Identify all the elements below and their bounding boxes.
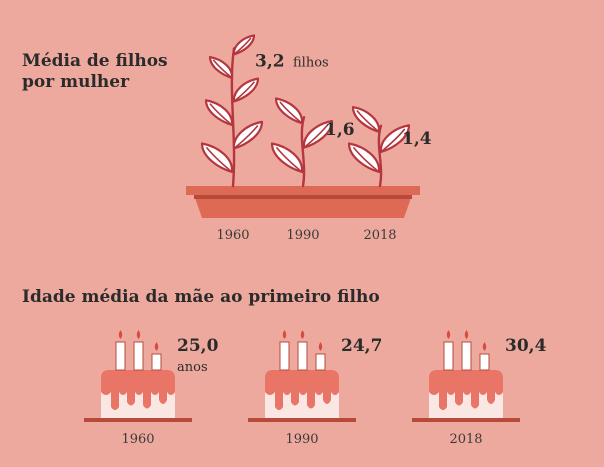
candle-flame (318, 342, 323, 351)
cake-2018 (412, 330, 520, 422)
cake-year-label-2018: 2018 (449, 432, 482, 447)
year-label-1960: 1960 (216, 228, 249, 243)
cake-plate (248, 418, 356, 422)
leaf-vein (209, 103, 233, 126)
cake-plate (412, 418, 520, 422)
leaf-vein (233, 37, 252, 56)
candle-flame (300, 330, 305, 339)
cake-year-label-1960: 1960 (121, 432, 154, 447)
plant-stem (300, 116, 306, 188)
year-label-2018: 2018 (363, 228, 396, 243)
candle-flame (154, 342, 159, 351)
leaf-vein (205, 146, 233, 173)
leaf-vein (356, 109, 380, 133)
pot-body (194, 195, 412, 218)
leaf-vein (380, 128, 406, 153)
chart1-title: Média de filhos por mulher (22, 51, 168, 92)
cake-year-label-1990: 1990 (285, 432, 318, 447)
candle (151, 353, 162, 371)
cake-plate (84, 418, 192, 422)
plant-1990 (270, 97, 334, 188)
cake-1960 (84, 330, 192, 422)
cake-frosting (101, 370, 175, 410)
year-label-1990: 1990 (286, 228, 319, 243)
value-label-2018: 1,4 (402, 129, 432, 149)
candle-flame (136, 330, 141, 339)
candle-flame (482, 342, 487, 351)
plant-1960 (200, 34, 264, 188)
value-label-1990: 1,6 (325, 120, 355, 140)
candle (461, 341, 472, 371)
leaf-vein (303, 124, 329, 149)
cake-1990 (248, 330, 356, 422)
pot-shadow (194, 195, 412, 199)
cake-value-label-1960: 25,0 (177, 336, 219, 356)
cake-unit-label: anos (177, 360, 208, 375)
candle (133, 341, 144, 371)
candle-flame (464, 330, 469, 339)
leaf-vein (233, 81, 256, 103)
unit-label: filhos (293, 55, 329, 70)
candle-flame (282, 330, 287, 339)
candle (479, 353, 490, 371)
leaf-vein (233, 125, 259, 150)
plant-stem (230, 47, 236, 188)
candle (443, 341, 454, 371)
leaf-vein (275, 146, 303, 173)
cake-frosting (265, 370, 339, 410)
cake-frosting (429, 370, 503, 410)
plant-2018 (347, 106, 411, 188)
chart2-title: Idade média da mãe ao primeiro filho (22, 287, 380, 307)
candle (279, 341, 290, 371)
leaf-vein (279, 101, 303, 124)
candle (297, 341, 308, 371)
cake-value-label-1990: 24,7 (341, 336, 382, 356)
leaf-vein (212, 59, 233, 79)
leaf-vein (352, 146, 380, 173)
candle (115, 341, 126, 371)
candle (315, 353, 326, 371)
candle-flame (446, 330, 451, 339)
pot-rim (186, 186, 420, 195)
candle-flame (118, 330, 123, 339)
value-label-1960: 3,2 (255, 51, 285, 71)
plant-stem (377, 124, 383, 188)
cake-value-label-2018: 30,4 (505, 336, 547, 356)
